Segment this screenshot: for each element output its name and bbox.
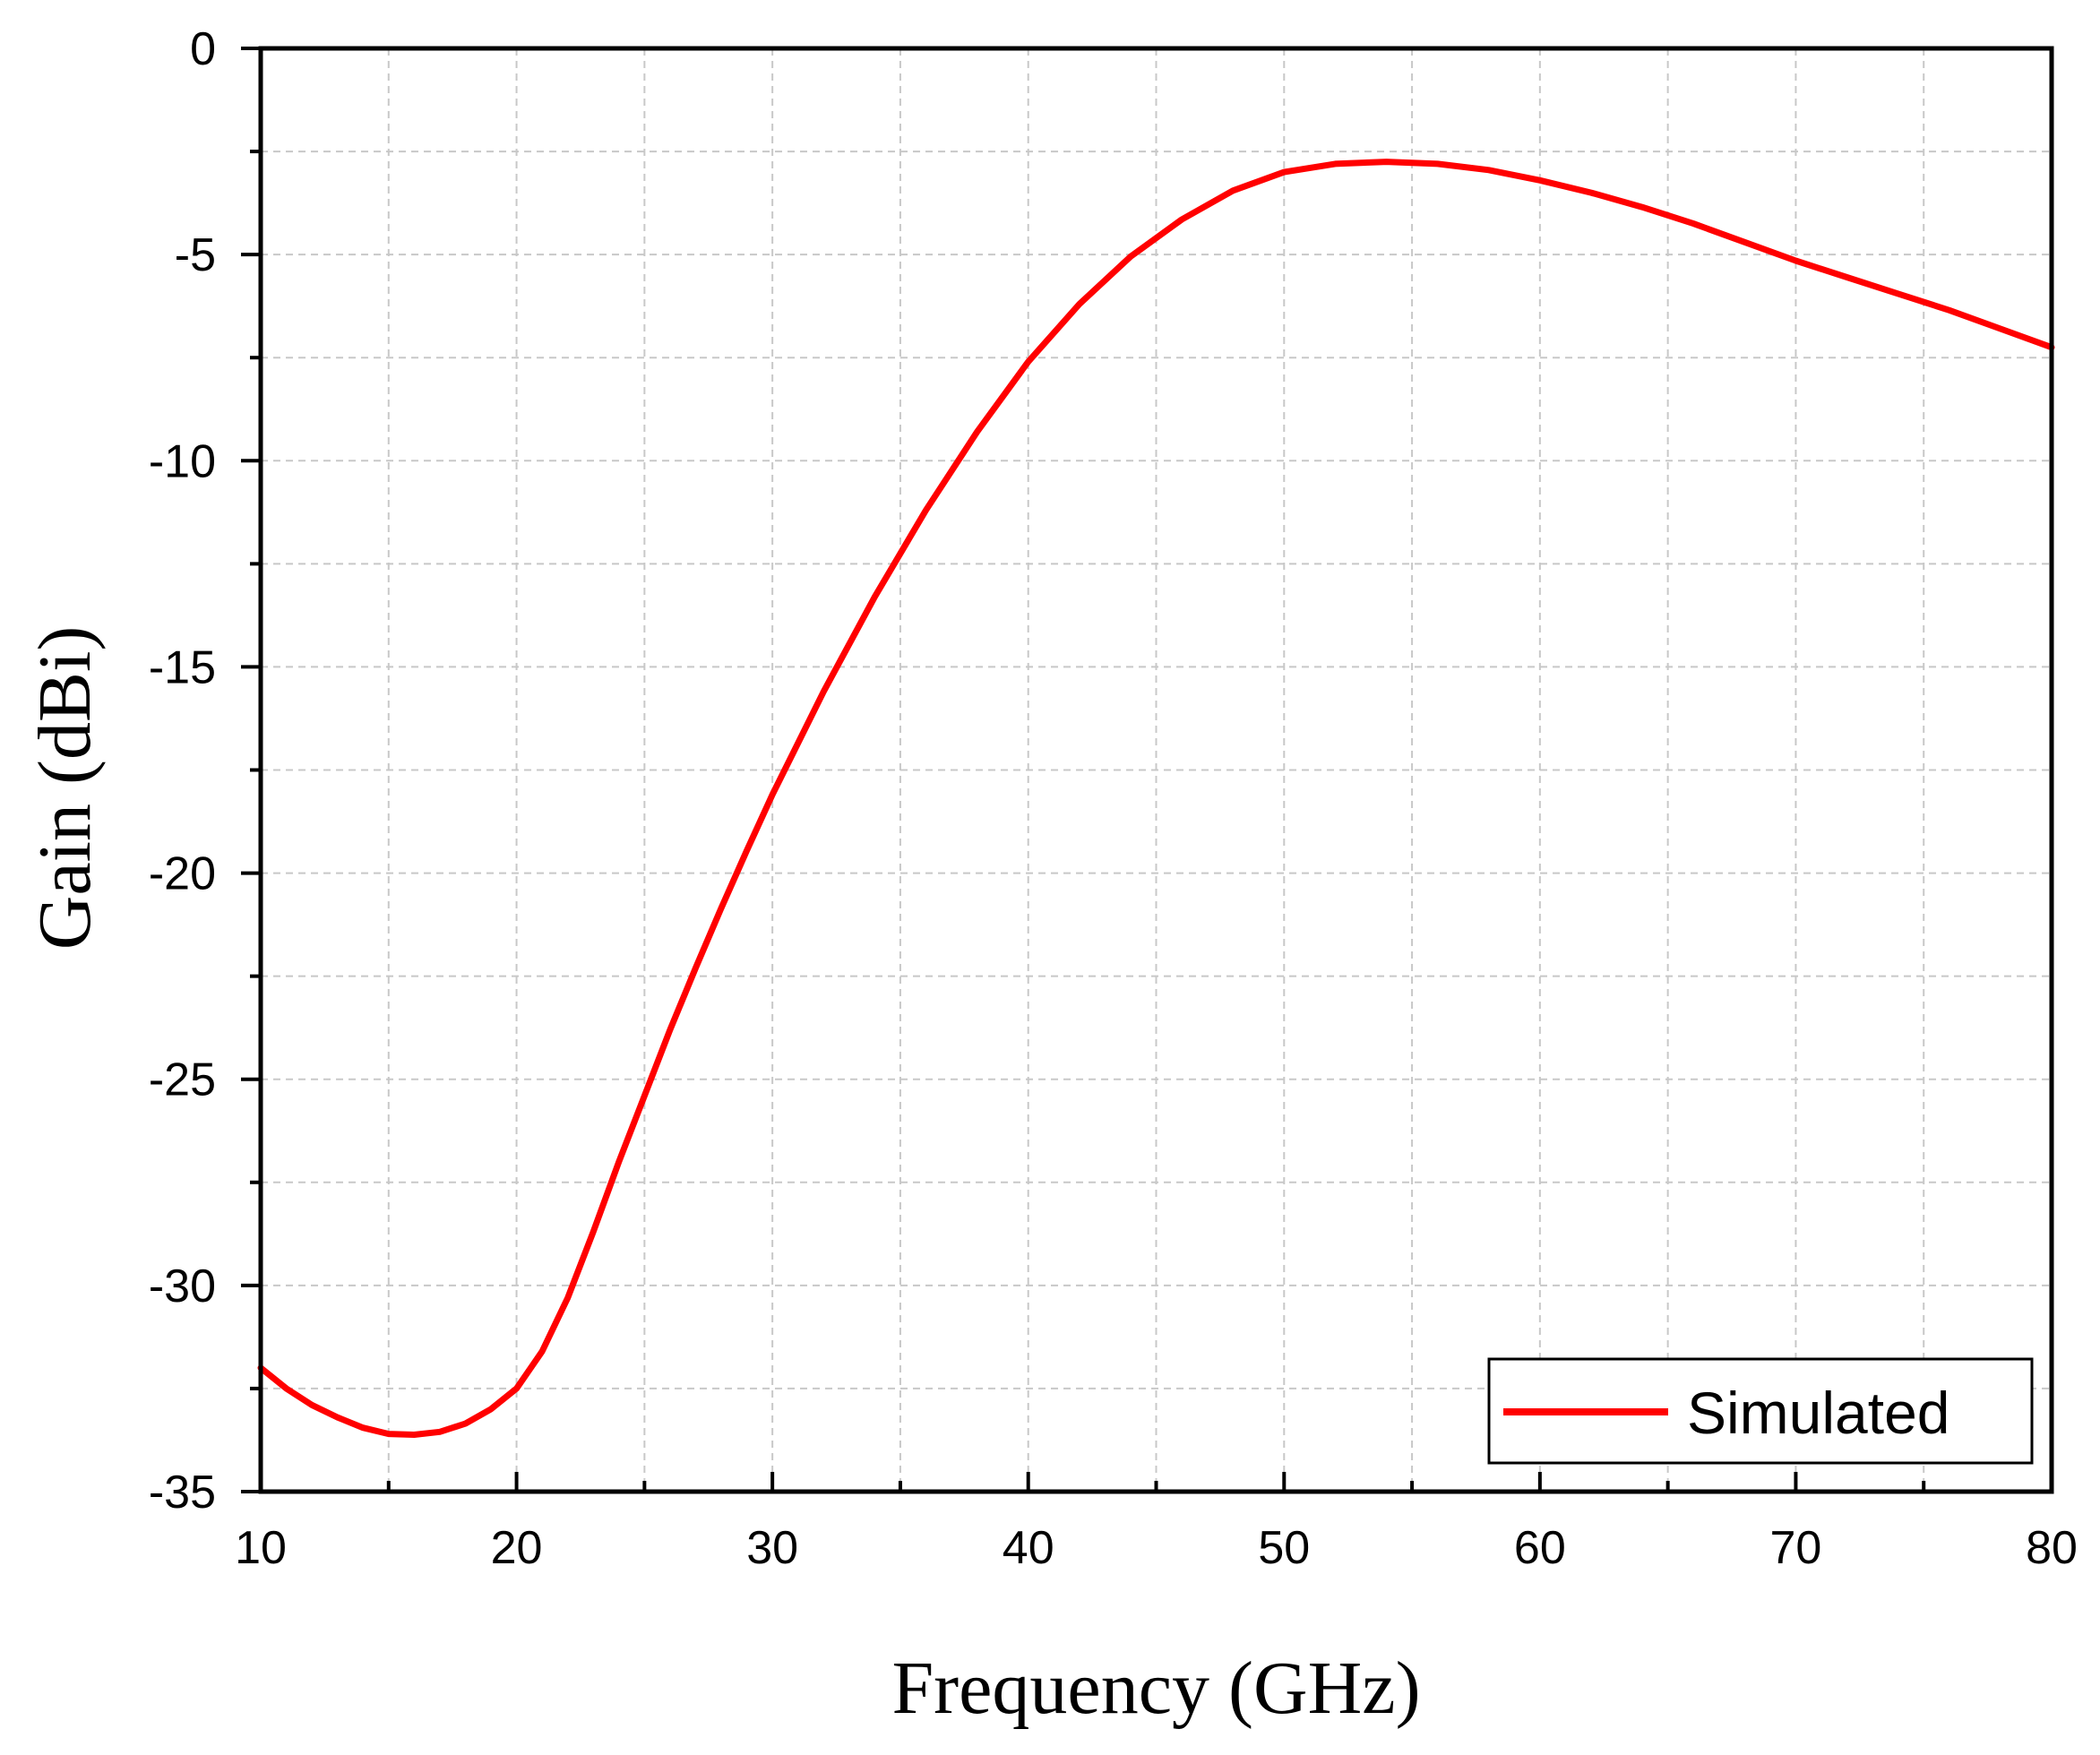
y-tick-label: -35 — [149, 1467, 216, 1518]
y-tick-label: -15 — [149, 641, 216, 693]
x-tick-label: 50 — [1258, 1522, 1310, 1574]
y-tick-label: -5 — [175, 229, 216, 281]
x-tick-label: 70 — [1770, 1522, 1822, 1574]
x-tick-label: 60 — [1514, 1522, 1566, 1574]
x-axis-title: Frequency (GHz) — [891, 1647, 1420, 1730]
y-tick-label: 0 — [190, 23, 216, 75]
x-tick-label: 20 — [491, 1522, 543, 1574]
x-tick-label: 80 — [2026, 1522, 2078, 1574]
x-tick-label: 30 — [746, 1522, 798, 1574]
y-tick-label: -25 — [149, 1054, 216, 1106]
legend: Simulated — [1487, 1357, 2034, 1465]
x-tick-label: 10 — [235, 1522, 287, 1574]
tick-labels: 10 20 30 40 50 60 70 80 0 -5 -10 -15 -20 -25 -30 -35 — [149, 23, 2078, 1574]
grid-lines — [261, 48, 2052, 1492]
series-line-simulated — [257, 159, 2055, 1438]
y-tick-label: -20 — [149, 848, 216, 900]
axis-ticks — [241, 47, 2053, 1493]
series-layer — [257, 159, 2055, 1438]
y-tick-label: -30 — [149, 1260, 216, 1312]
y-tick-label: -10 — [149, 435, 216, 487]
legend-label-simulated: Simulated — [1687, 1380, 1950, 1446]
x-tick-label: 40 — [1003, 1522, 1054, 1574]
y-axis-title: Gain (dBi) — [23, 626, 107, 951]
